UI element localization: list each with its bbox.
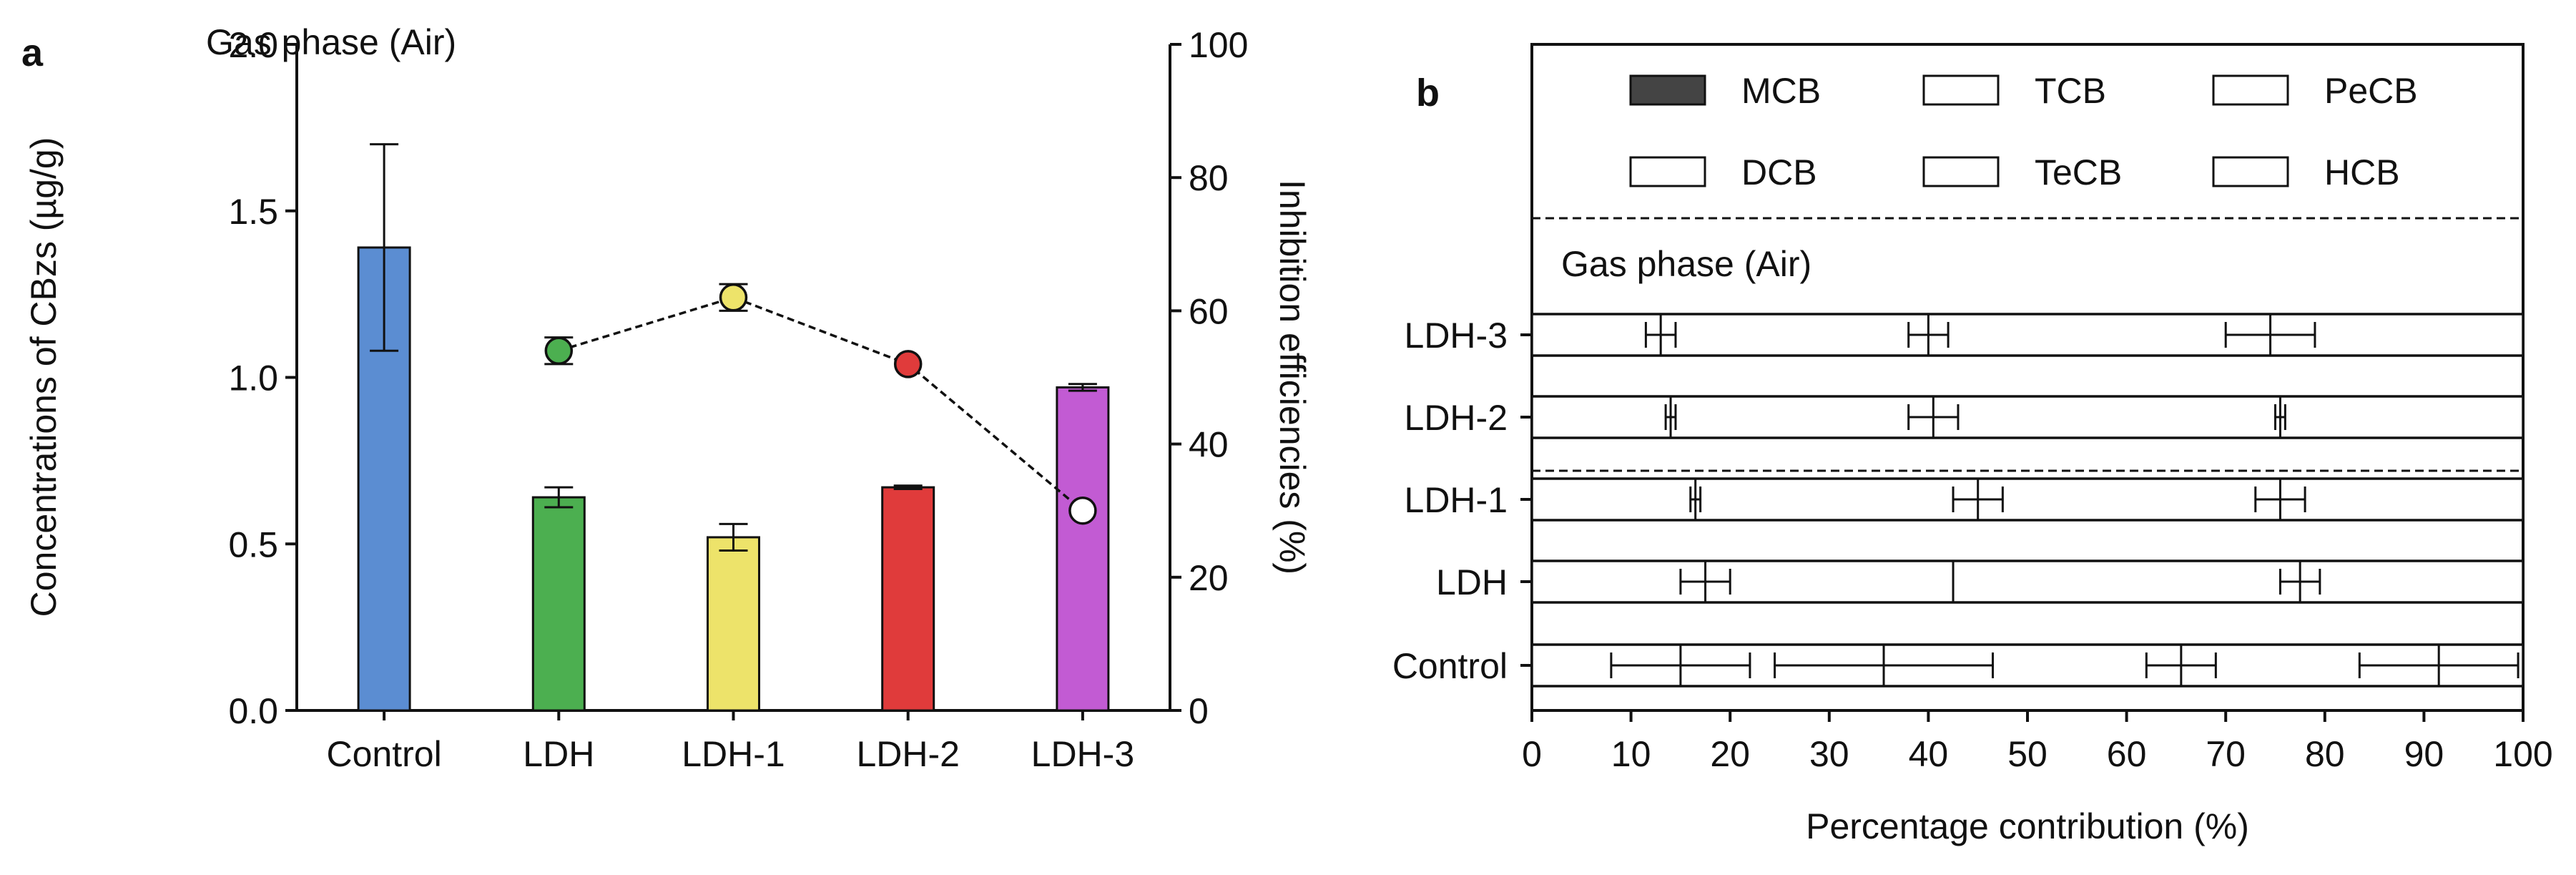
y2-tick-label: 60 [1189, 291, 1229, 331]
y2-tick-label: 0 [1189, 691, 1209, 731]
category-label: LDH [1436, 562, 1508, 602]
category-label: LDH-2 [1405, 398, 1508, 438]
panel-a-bars [357, 143, 1110, 712]
stacked-bar [1530, 313, 2525, 357]
legend-label: DCB [1741, 152, 1817, 192]
x-tick-label: LDH-3 [1031, 734, 1134, 774]
y-tick-label: 1.5 [228, 192, 278, 232]
panel-b-xlabel: Percentage contribution (%) [1806, 806, 2249, 846]
legend-swatch [1922, 156, 2000, 187]
legend-swatch [2212, 74, 2289, 106]
panel-b-legend: MCB TCB PeCB DCB TeCB HCB [1629, 71, 2418, 192]
x-tick-label: 100 [2493, 734, 2552, 774]
legend-swatch [1629, 74, 1706, 106]
legend-label: MCB [1741, 71, 1821, 111]
panel-b-label: b [1416, 72, 1440, 114]
x-tick-label: LDH [523, 734, 594, 774]
x-tick-label: 0 [1522, 734, 1542, 774]
efficiency-point [1068, 496, 1097, 525]
x-tick-label: 20 [1710, 734, 1750, 774]
x-tick-label: LDH-2 [856, 734, 959, 774]
x-tick-label: LDH-1 [682, 734, 785, 774]
x-tick-label: 10 [1611, 734, 1651, 774]
legend-label: TeCB [2035, 152, 2122, 192]
panel-b-x-ticks: 0 10 20 30 40 50 60 70 80 90 100 [1522, 710, 2553, 774]
efficiency-point [719, 283, 748, 312]
x-tick-label: 30 [1809, 734, 1849, 774]
y-tick-label: 2.0 [228, 25, 278, 65]
panel-a-y2-ticks: 0 20 40 60 80 100 [1170, 25, 1248, 731]
panel-a: a 0.0 0.5 1.0 1.5 2.0 0 20 40 60 80 100 Control LD… [21, 22, 1312, 774]
y2-tick-label: 80 [1189, 158, 1229, 198]
panel-a-efficiency-line [544, 283, 1097, 525]
panel-a-y2label: Inhibition efficiencies (%) [1272, 180, 1312, 575]
x-tick-label: 90 [2404, 734, 2444, 774]
stacked-bar [1530, 477, 2525, 522]
panel-a-ylabel: Concentrations of CBzs (µg/g) [24, 137, 64, 617]
x-tick-label: 70 [2206, 734, 2246, 774]
stacked-bar [1530, 395, 2525, 439]
bar [707, 536, 760, 712]
legend-swatch [1629, 156, 1706, 187]
panel-a-x-ticks: Control LDH LDH-1 LDH-2 LDH-3 [327, 710, 1134, 774]
category-label: Control [1392, 646, 1508, 686]
y-tick-label: 0.5 [228, 524, 278, 564]
category-label: LDH-3 [1405, 316, 1508, 356]
panel-b-annotation: Gas phase (Air) [1561, 244, 1811, 284]
x-tick-label: 60 [2107, 734, 2147, 774]
legend-label: HCB [2324, 152, 2400, 192]
legend-label: PeCB [2324, 71, 2418, 111]
category-label: LDH-1 [1405, 480, 1508, 520]
y2-tick-label: 20 [1189, 558, 1229, 598]
bar [881, 486, 935, 712]
efficiency-point [893, 350, 923, 378]
legend-label: TCB [2035, 71, 2106, 111]
panel-a-y-ticks: 0.0 0.5 1.0 1.5 2.0 [228, 25, 297, 731]
efficiency-line [558, 295, 1084, 512]
panel-b: b MCB TCB PeCB DCB TeCB HCB Gas phase (Air) L… [1392, 43, 2553, 846]
legend-swatch [1922, 74, 2000, 106]
bar [531, 496, 586, 712]
x-tick-label: 80 [2305, 734, 2345, 774]
y-tick-label: 0.0 [228, 691, 278, 731]
x-tick-label: 40 [1909, 734, 1949, 774]
panel-a-label: a [21, 31, 44, 74]
panel-b-bars: LDH-3 LDH-2 LDH-1 LDH Control [1392, 313, 2525, 688]
y-tick-label: 1.0 [228, 358, 278, 399]
legend-swatch [2212, 156, 2289, 187]
panel-b-frame [1530, 43, 2525, 712]
bar [1056, 386, 1110, 712]
x-tick-label: 50 [2007, 734, 2047, 774]
efficiency-point [544, 336, 574, 366]
y2-tick-label: 100 [1189, 25, 1248, 65]
panel-a-annotation: Gas phase (Air) [206, 22, 456, 62]
y2-tick-label: 40 [1189, 425, 1229, 465]
x-tick-label: Control [327, 734, 442, 774]
